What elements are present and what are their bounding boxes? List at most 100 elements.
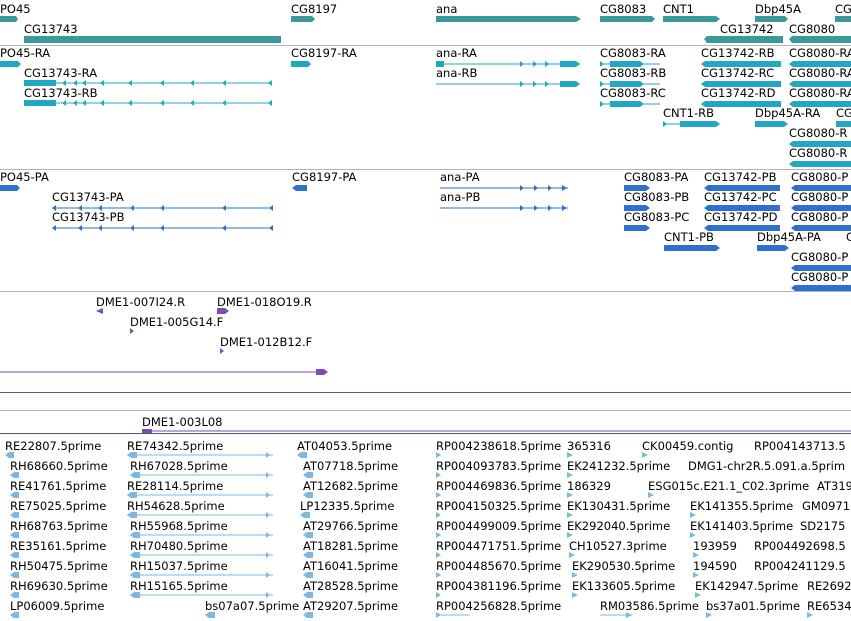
est-label[interactable]: AT07718.5prime (303, 459, 399, 473)
est-label[interactable]: RE35161.5prime (10, 539, 107, 553)
transcript-label[interactable]: CG8080-R (789, 146, 848, 160)
transcript-label[interactable]: CG8083-RA (600, 46, 666, 60)
transcript-label[interactable]: CG8197-RA (291, 46, 357, 60)
gene-label[interactable]: CG13742 (720, 22, 774, 36)
est-label[interactable]: RE41761.5prime (10, 479, 107, 493)
gene-label[interactable]: CG8197 (291, 2, 338, 16)
protein-label[interactable]: CG8080-P (791, 170, 849, 184)
gene-label[interactable]: CNT1 (663, 2, 694, 16)
protein-glyph[interactable] (0, 0, 851, 292)
est-label[interactable]: EK130431.5prime (567, 499, 671, 513)
est-label[interactable]: RP004485670.5prime (436, 559, 562, 573)
est-label[interactable]: GM0971 (802, 499, 851, 513)
est-label[interactable]: AT04053.5prime (297, 439, 393, 453)
est-label[interactable]: LP06009.5prime (10, 599, 105, 613)
clone-label[interactable]: DME1-012B12.F (220, 335, 313, 349)
protein-label[interactable]: PO45-PA (0, 170, 49, 184)
est-label[interactable]: CK00459.contig (642, 439, 734, 453)
est-label[interactable]: bs07a07.5prime (205, 599, 300, 613)
transcript-label[interactable]: ana-RB (436, 66, 478, 80)
gene-label[interactable]: CG (835, 2, 851, 16)
est-label[interactable]: EK142947.5prime (695, 579, 799, 593)
est-label[interactable]: RE6534 (807, 599, 851, 613)
protein-label[interactable]: CG8197-PA (292, 170, 357, 184)
est-label[interactable]: RH54628.5prime (127, 499, 225, 513)
transcript-label[interactable]: PO45-RA (0, 46, 51, 60)
gene-label[interactable]: CG8083 (600, 2, 647, 16)
clone-label[interactable]: DME1-018O19.R (217, 295, 312, 309)
est-label[interactable]: RH69630.5prime (10, 579, 108, 593)
gene-label[interactable]: Dbp45A (755, 2, 801, 16)
est-label[interactable]: EK133605.5prime (572, 579, 676, 593)
protein-label[interactable]: CG8083-PA (624, 170, 689, 184)
gene-label[interactable]: CG13743 (24, 22, 78, 36)
protein-label[interactable]: CG8080-P (791, 190, 849, 204)
protein-label[interactable]: ana-PA (440, 170, 480, 184)
gene-glyph[interactable] (0, 0, 851, 45)
est-label[interactable]: RP004256828.5prime (436, 599, 562, 613)
est-label[interactable]: 194590 (693, 559, 737, 573)
protein-label[interactable]: CNT1-PB (664, 230, 714, 244)
clone-glyph[interactable] (0, 0, 851, 440)
est-label[interactable]: RP004471751.5prime (436, 539, 562, 553)
clone-label[interactable]: DME1-003L08 (142, 415, 223, 429)
protein-label[interactable]: CG13742-PB (704, 170, 777, 184)
est-label[interactable]: 193959 (693, 539, 737, 553)
est-label[interactable]: EK241232.5prime (567, 459, 671, 473)
protein-label[interactable]: ana-PB (440, 190, 481, 204)
transcript-label[interactable]: CG13742-RD (701, 86, 776, 100)
est-label[interactable]: EK290530.5prime (572, 559, 676, 573)
transcript-label[interactable]: CG13743-RB (24, 86, 98, 100)
est-label[interactable]: RH55968.5prime (130, 519, 228, 533)
clone-label[interactable]: DME1-005G14.F (130, 315, 224, 329)
protein-label[interactable]: CG13743-PB (52, 210, 125, 224)
transcript-label[interactable]: CG13743-RA (24, 66, 98, 80)
est-label[interactable]: 365316 (567, 439, 611, 453)
transcript-label[interactable]: CG (836, 106, 851, 120)
protein-label[interactable]: CG8083-PB (624, 190, 690, 204)
est-label[interactable]: RM03586.5prime (600, 599, 699, 613)
protein-label[interactable]: C (846, 230, 851, 244)
est-label[interactable]: RH15037.5prime (130, 559, 228, 573)
est-label[interactable]: ESG015c.E21.1_C02.3prime (648, 479, 810, 493)
est-label[interactable]: RP004381196.5prime (436, 579, 562, 593)
est-label[interactable]: RH67028.5prime (130, 459, 228, 473)
est-label[interactable]: RP004492698.5 (754, 539, 846, 553)
protein-label[interactable]: CG13743-PA (52, 190, 124, 204)
est-label[interactable]: RP004150325.5prime (436, 499, 562, 513)
protein-label[interactable]: Dbp45A-PA (757, 230, 821, 244)
est-label[interactable]: RP004143713.5 (754, 439, 846, 453)
transcript-label[interactable]: CG8080-RA (789, 46, 851, 60)
est-label[interactable]: EK141355.5prime (690, 499, 794, 513)
est-label[interactable]: RH15165.5prime (130, 579, 228, 593)
est-label[interactable]: RP004469836.5prime (436, 479, 562, 493)
est-label[interactable]: RE28114.5prime (127, 479, 224, 493)
gene-label[interactable]: CG8080 (789, 22, 836, 36)
est-label[interactable]: 186329 (567, 479, 611, 493)
gene-label[interactable]: ana (436, 2, 458, 16)
est-label[interactable]: AT29207.5prime (303, 599, 399, 613)
transcript-label[interactable]: ana-RA (436, 46, 477, 60)
transcript-label[interactable]: CG8083-RC (600, 86, 666, 100)
transcript-glyph[interactable] (0, 0, 851, 170)
est-label[interactable]: LP12335.5prime (300, 499, 395, 513)
est-label[interactable]: AT18281.5prime (303, 539, 399, 553)
est-label[interactable]: RE2692 (807, 579, 851, 593)
est-label[interactable]: RE74342.5prime (127, 439, 224, 453)
protein-label[interactable]: CG8080-P (791, 270, 849, 284)
transcript-label[interactable]: CG8083-RB (600, 66, 667, 80)
transcript-label[interactable]: CG8080-R (789, 126, 848, 140)
est-label[interactable]: bs37a01.5prime (706, 599, 801, 613)
transcript-label[interactable]: Dbp45A-RA (755, 106, 821, 120)
est-label[interactable]: AT28528.5prime (303, 579, 399, 593)
est-label[interactable]: RP004499009.5prime (436, 519, 562, 533)
transcript-label[interactable]: CG13742-RB (701, 46, 775, 60)
protein-label[interactable]: CG13742-PD (704, 210, 778, 224)
transcript-label[interactable]: CNT1-RB (663, 106, 715, 120)
protein-label[interactable]: CG8080-P (791, 210, 849, 224)
est-label[interactable]: RP004093783.5prime (436, 459, 562, 473)
transcript-label[interactable]: CG8080-RA (789, 86, 851, 100)
est-label[interactable]: AT29766.5prime (303, 519, 399, 533)
est-label[interactable]: AT12682.5prime (303, 479, 399, 493)
